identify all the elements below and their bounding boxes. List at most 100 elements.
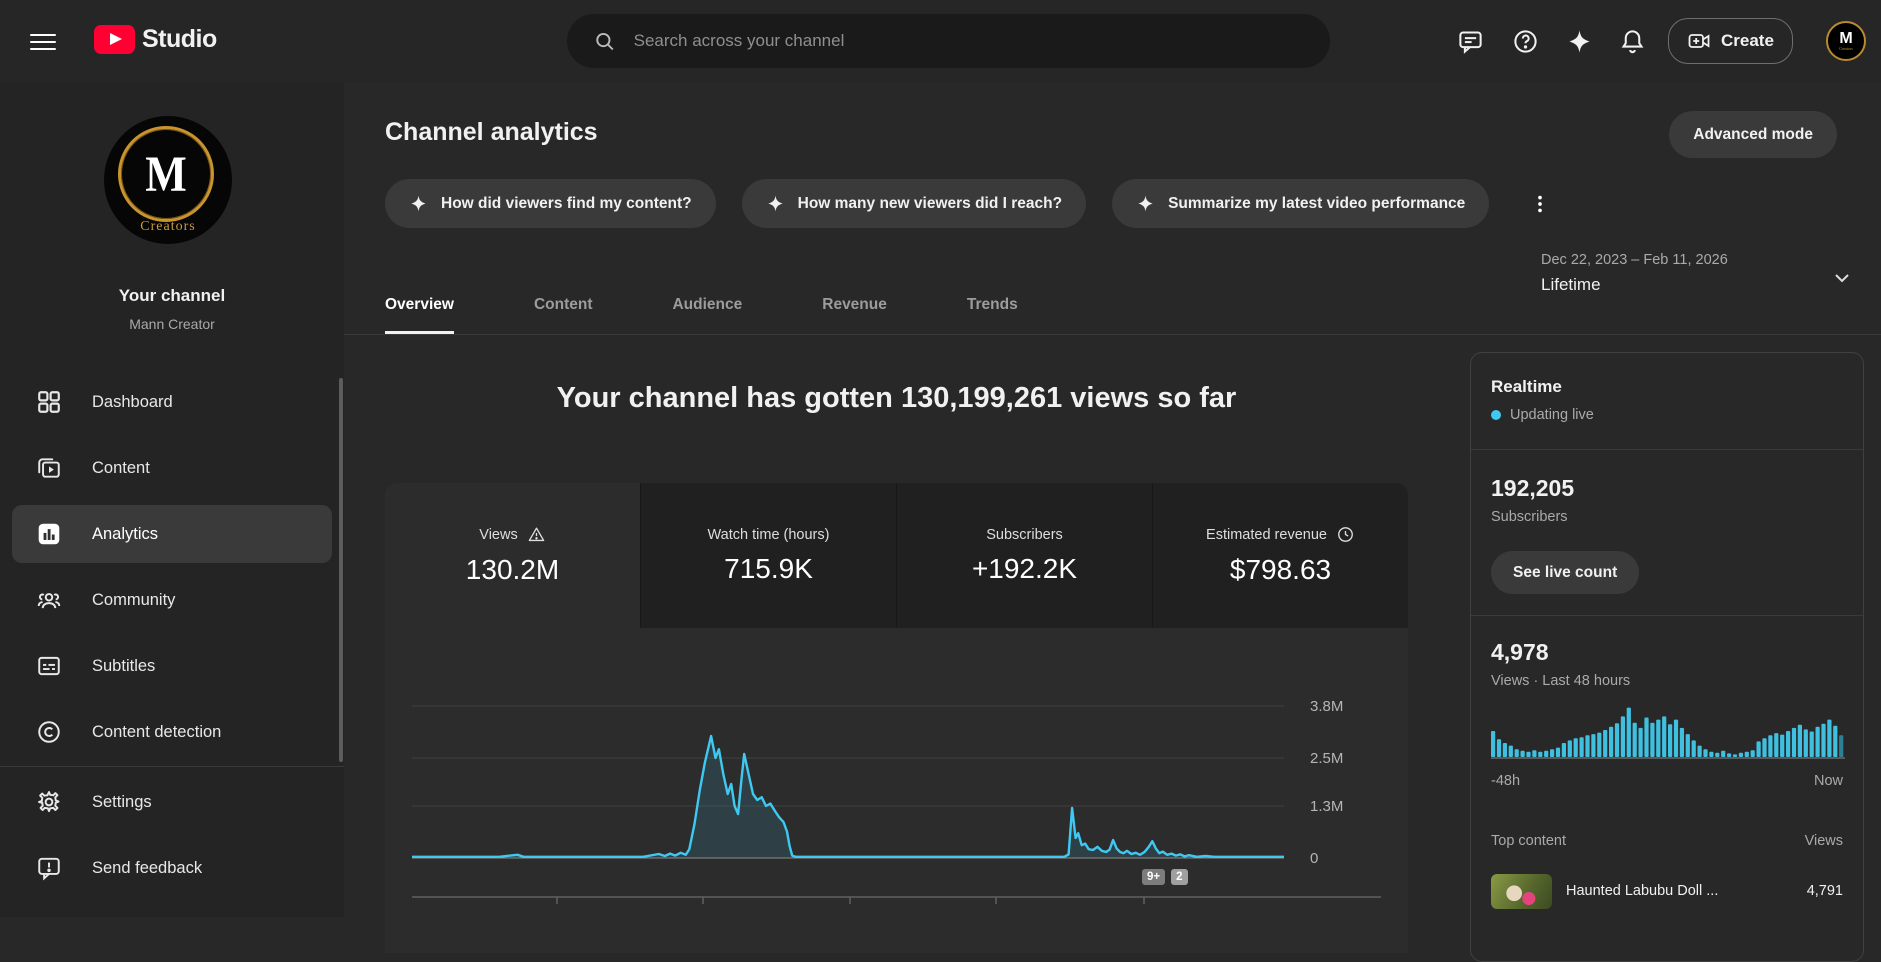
subtitles-icon: [36, 653, 62, 679]
sparkle-icon[interactable]: [1566, 28, 1593, 55]
sidebar-item-label: Content: [92, 459, 150, 478]
community-icon: [36, 587, 62, 613]
metric-card-watch-time-hours-[interactable]: Watch time (hours) 715.9K: [640, 483, 896, 628]
metric-value: +192.2K: [972, 553, 1077, 585]
analytics-icon: [36, 521, 62, 547]
chart-marker-badges: 9+ 2: [1142, 869, 1188, 885]
bell-icon[interactable]: [1619, 28, 1646, 55]
tab-revenue[interactable]: Revenue: [822, 278, 887, 334]
marker-badge[interactable]: 2: [1171, 869, 1187, 885]
see-live-count-button[interactable]: See live count: [1491, 551, 1639, 594]
channel-owner: Mann Creator: [0, 316, 344, 332]
search-bar[interactable]: [567, 14, 1330, 68]
search-input[interactable]: [634, 31, 1304, 51]
suggestion-chip-2[interactable]: How many new viewers did I reach?: [742, 179, 1086, 228]
channel-title: Your channel: [0, 286, 344, 306]
suggestion-chip-1[interactable]: How did viewers find my content?: [385, 179, 716, 228]
content-icon: [36, 455, 62, 481]
metric-card-subscribers[interactable]: Subscribers +192.2K: [896, 483, 1152, 628]
metric-card-views[interactable]: Views 130.2M: [385, 483, 640, 628]
main-content: Channel analytics Advanced mode How did …: [344, 82, 1881, 917]
sidebar: M Creators Your channel Mann Creator Das…: [0, 82, 344, 917]
svg-text:2.5M: 2.5M: [1310, 750, 1343, 767]
metric-value: 715.9K: [724, 553, 813, 585]
views-headline: Your channel has gotten 130,199,261 view…: [385, 382, 1408, 415]
axis-right-label: Now: [1814, 773, 1843, 789]
create-label: Create: [1721, 31, 1774, 51]
video-title: Haunted Labubu Doll ...: [1566, 883, 1793, 899]
realtime-title: Realtime: [1491, 377, 1562, 397]
top-content-row[interactable]: Haunted Labubu Doll ...4,791: [1491, 865, 1843, 917]
youtube-play-icon: [94, 25, 135, 54]
warning-icon: [527, 525, 546, 544]
sparkle-icon: [766, 194, 785, 213]
sidebar-item-settings[interactable]: Settings: [12, 773, 332, 831]
advanced-mode-button[interactable]: Advanced mode: [1669, 111, 1837, 158]
metric-value: $798.63: [1230, 554, 1331, 586]
search-icon: [593, 29, 616, 53]
views-line-chart[interactable]: 3.8M2.5M1.3M0: [385, 628, 1408, 953]
metric-label-text: Watch time (hours): [708, 527, 830, 543]
sidebar-item-subtitles[interactable]: Subtitles: [12, 637, 332, 695]
tab-audience[interactable]: Audience: [672, 278, 742, 334]
create-video-icon: [1687, 29, 1711, 53]
metric-label-text: Estimated revenue: [1206, 527, 1327, 543]
sidebar-item-send-feedback[interactable]: Send feedback: [12, 839, 332, 897]
realtime-bar-chart[interactable]: [1491, 705, 1845, 764]
views-column-label: Views: [1805, 833, 1843, 849]
sidebar-item-analytics[interactable]: Analytics: [12, 505, 332, 563]
realtime-panel: Realtime Updating live 192,205 Subscribe…: [1470, 352, 1864, 962]
youtube-studio-brand[interactable]: Studio: [94, 25, 217, 54]
more-options-kebab-icon[interactable]: [1529, 192, 1551, 216]
realtime-views-label: Views · Last 48 hours: [1491, 673, 1630, 689]
sparkle-icon: [1136, 194, 1155, 213]
suggestion-chips: How did viewers find my content? How many…: [385, 179, 1551, 228]
sidebar-item-label: Subtitles: [92, 657, 155, 676]
analytics-tabs: Overview Content Audience Revenue Trends: [344, 278, 1881, 335]
tab-overview[interactable]: Overview: [385, 278, 454, 334]
date-range-text: Dec 22, 2023 – Feb 11, 2026: [1541, 252, 1728, 268]
metric-label: Views: [479, 525, 545, 544]
metric-label: Subscribers: [986, 527, 1063, 543]
channel-avatar[interactable]: M Creators: [104, 116, 232, 244]
sidebar-item-label: Dashboard: [92, 393, 173, 412]
metric-label-text: Views: [479, 527, 517, 543]
live-dot-icon: [1491, 410, 1501, 420]
realtime-axis: -48h Now: [1491, 773, 1843, 789]
feedback-icon: [36, 855, 62, 881]
metric-card-estimated-revenue[interactable]: Estimated revenue $798.63: [1152, 483, 1408, 628]
realtime-status-text: Updating live: [1510, 407, 1594, 423]
comment-icon[interactable]: [1457, 28, 1484, 55]
settings-icon: [36, 789, 62, 815]
tab-content[interactable]: Content: [534, 278, 593, 334]
realtime-views-count: 4,978: [1491, 639, 1549, 666]
divider: [1471, 615, 1863, 616]
marker-badge[interactable]: 9+: [1142, 869, 1165, 885]
sidebar-item-label: Settings: [92, 793, 152, 812]
metric-label: Watch time (hours): [708, 527, 830, 543]
video-thumbnail: [1491, 874, 1552, 909]
metric-label: Estimated revenue: [1206, 525, 1355, 544]
account-avatar[interactable]: M Creators: [1826, 21, 1866, 61]
dashboard-icon: [36, 389, 62, 415]
svg-text:1.3M: 1.3M: [1310, 798, 1343, 815]
create-button[interactable]: Create: [1668, 18, 1793, 64]
sidebar-item-label: Analytics: [92, 525, 158, 544]
sidebar-item-dashboard[interactable]: Dashboard: [12, 373, 332, 431]
hamburger-menu-icon[interactable]: [30, 29, 56, 53]
metric-value: 130.2M: [466, 554, 559, 586]
metric-strip: Views 130.2M Watch time (hours) 715.9K Subsc…: [385, 483, 1408, 628]
sidebar-item-content[interactable]: Content: [12, 439, 332, 497]
analytics-card: Views 130.2M Watch time (hours) 715.9K Subsc…: [385, 483, 1408, 953]
tab-trends[interactable]: Trends: [967, 278, 1018, 334]
top-content-list: Haunted Labubu Doll ...4,791: [1491, 865, 1843, 917]
realtime-status: Updating live: [1491, 407, 1594, 423]
chip-label: Summarize my latest video performance: [1168, 195, 1465, 213]
help-icon[interactable]: [1512, 28, 1539, 55]
suggestion-chip-3[interactable]: Summarize my latest video performance: [1112, 179, 1489, 228]
sidebar-item-label: Content detection: [92, 723, 221, 742]
sidebar-scrollbar[interactable]: [339, 378, 343, 762]
sidebar-item-content-detection[interactable]: Content detection: [12, 703, 332, 761]
sidebar-item-community[interactable]: Community: [12, 571, 332, 629]
clock-icon: [1336, 525, 1355, 544]
